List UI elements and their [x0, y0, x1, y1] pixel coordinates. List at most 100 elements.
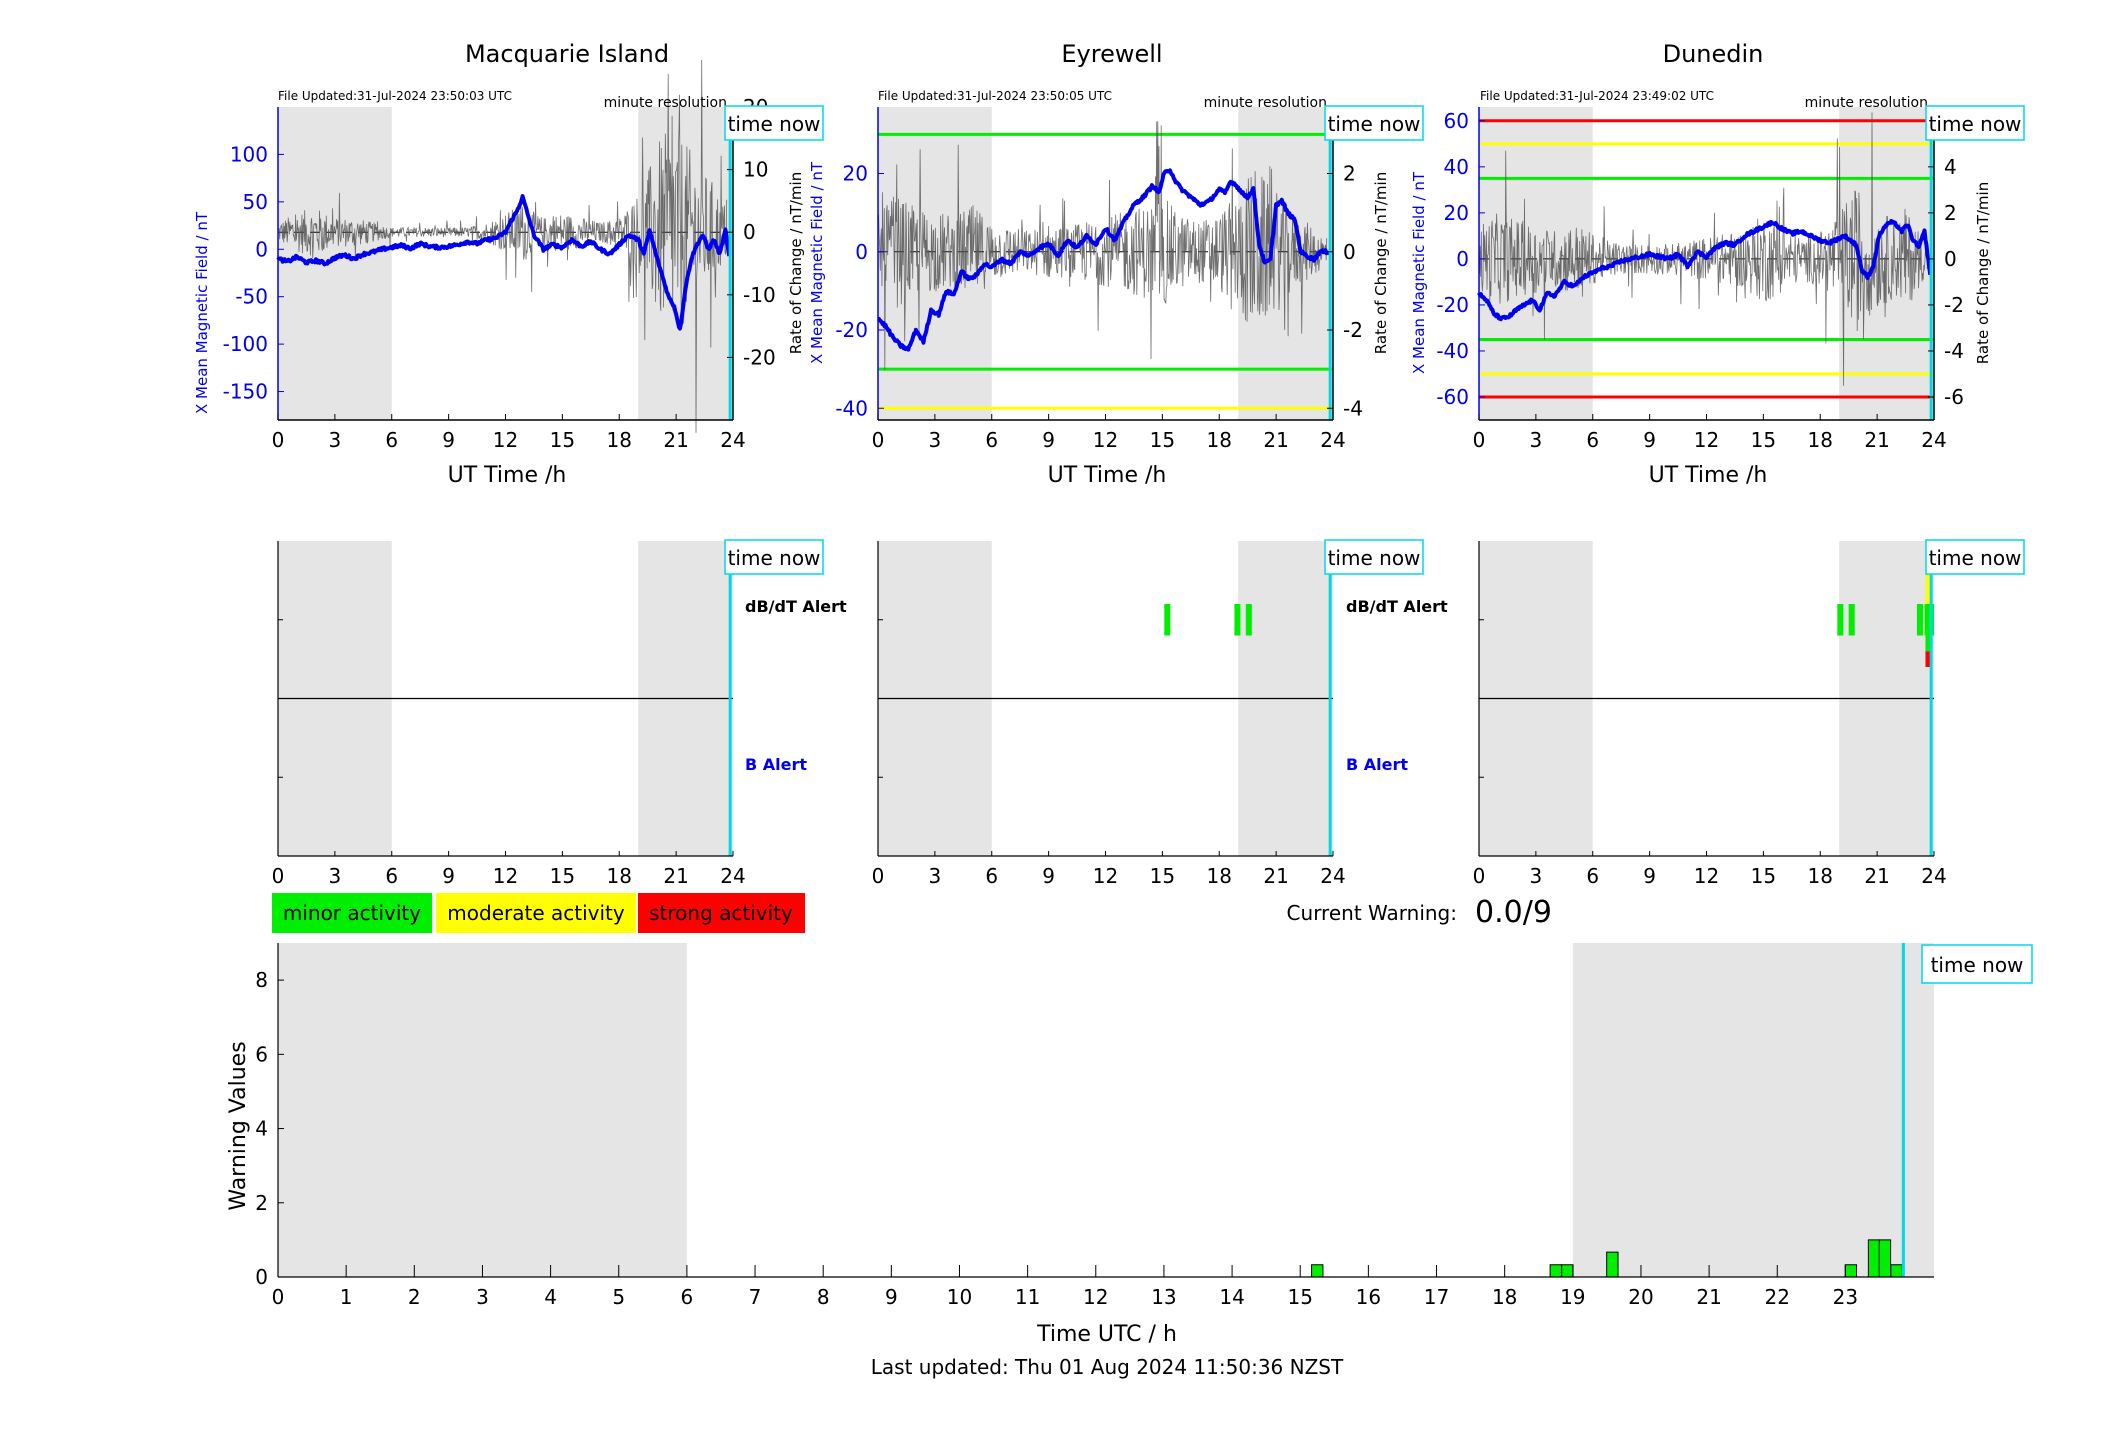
time-now-box-frame: [1925, 105, 2025, 141]
time-now-box: time now: [1925, 105, 2025, 141]
dunedin-alert-strip: 0 3 6 9 12 15 18 21 24 time now: [1473, 539, 2025, 888]
x-tick-label: 13: [1151, 1285, 1176, 1309]
x-tick-label: 14: [1219, 1285, 1244, 1309]
station-title: Eyrewell: [1061, 40, 1162, 68]
x-tick-label: 18: [1808, 864, 1833, 888]
rate-of-change-series: [277, 59, 728, 433]
x-tick-label: 21: [663, 864, 688, 888]
warning-bar: [1878, 1239, 1892, 1278]
x-tick-label: 3: [476, 1285, 489, 1309]
time-now-box: time now: [1324, 105, 1424, 141]
x-tick-label: 21: [1263, 428, 1288, 452]
x-tick-label: 0: [272, 864, 285, 888]
y2-tick-label: -10: [743, 283, 776, 307]
field-series-line: [276, 194, 732, 331]
minute-resolution-label: minute resolution: [604, 95, 727, 111]
y2-tick-label: 2: [1343, 162, 1356, 186]
x-tick-label: 23: [1833, 1285, 1858, 1309]
x-tick-label: 6: [385, 864, 398, 888]
x-tick-label: 6: [1586, 864, 1599, 888]
x-tick-label: 24: [1921, 428, 1946, 452]
y2-tick-label: 0: [1343, 240, 1356, 264]
y-tick-label: 0: [1456, 247, 1469, 271]
x-tick-label: 18: [607, 864, 632, 888]
x-tick-label: 9: [1042, 864, 1055, 888]
x-tick-label: 6: [385, 428, 398, 452]
x-tick-label: 15: [1287, 1285, 1312, 1309]
minute-resolution-label: minute resolution: [1204, 95, 1327, 111]
time-now-box-frame: [724, 105, 824, 141]
y-tick-label: 60: [1444, 109, 1469, 133]
y-tick-label: 2: [255, 1191, 268, 1215]
file-updated-label: File Updated:31-Jul-2024 23:50:03 UTC: [278, 89, 512, 103]
x-tick-label: 20: [1628, 1285, 1653, 1309]
y-tick-label: 20: [843, 162, 868, 186]
x-tick-label: 18: [607, 428, 632, 452]
x-tick-label: 17: [1424, 1285, 1449, 1309]
x-tick-label: 0: [872, 864, 885, 888]
dbdt-alert-mark: [1234, 604, 1241, 636]
y-axis-label: X Mean Magnetic Field / nT: [193, 211, 211, 414]
x-tick-label: 4: [544, 1285, 557, 1309]
strip-layer: 0 3 6 9 12 15 18 21 24: [872, 541, 1346, 888]
night-band: [278, 107, 392, 420]
macquarie-alert-strip: 0 3 6 9 12 15 18 21 24 dB/dT Alert B Alert time …: [272, 539, 847, 888]
y2-tick-label: -4: [1944, 339, 1964, 363]
warning-values-chart: 0 1 2 3 4 5 6 7 8 9 10 11 12 13 14 15 16 17 18 19 20 21 22 2302…: [226, 943, 2033, 1347]
x-tick-label: 15: [1150, 428, 1175, 452]
y-tick-label: -50: [235, 285, 268, 309]
y2-tick-label: 10: [743, 158, 768, 182]
x-tick-label: 21: [663, 428, 688, 452]
x-tick-label: 15: [550, 428, 575, 452]
x-tick-label: 3: [929, 864, 942, 888]
time-now-box-frame: [1324, 105, 1424, 141]
y2-tick-label: -2: [1944, 293, 1964, 317]
x-tick-label: 10: [947, 1285, 972, 1309]
x-tick-label: 6: [681, 1285, 694, 1309]
x-axis-label: UT Time /h: [1048, 463, 1167, 488]
y-tick-label: -20: [1436, 293, 1469, 317]
y-tick-label: 8: [255, 968, 268, 992]
night-band: [1572, 943, 1934, 1277]
y-tick-label: -40: [835, 396, 868, 420]
time-now-box-frame: [1925, 539, 2025, 575]
x-tick-label: 2: [408, 1285, 421, 1309]
x-axis-label: Time UTC / h: [1036, 1322, 1177, 1347]
warning-bar: [1606, 1251, 1619, 1278]
legend-minor-swatch: [272, 893, 432, 933]
x-tick-label: 1: [340, 1285, 353, 1309]
warning-bar: [1890, 1264, 1903, 1278]
eyrewell-alert-strip: 0 3 6 9 12 15 18 21 24 dB/dT Alert B Alert time …: [872, 539, 1448, 888]
y-tick-label: -40: [1436, 339, 1469, 363]
x-tick-label: 11: [1015, 1285, 1040, 1309]
field-series-line: [1477, 218, 1933, 322]
current-warning-label: Current Warning:: [1287, 901, 1457, 925]
y-axis-label: X Mean Magnetic Field / nT: [1410, 171, 1428, 374]
x-tick-label: 12: [493, 864, 518, 888]
time-now-box: time now: [1921, 944, 2033, 984]
warning-bar: [1561, 1264, 1574, 1278]
dbdt-alert-label: dB/dT Alert: [745, 597, 847, 616]
x-tick-label: 6: [985, 428, 998, 452]
x-tick-label: 15: [1150, 864, 1175, 888]
x-tick-label: 21: [1263, 864, 1288, 888]
x-tick-label: 0: [272, 1285, 285, 1309]
x-tick-label: 24: [720, 864, 745, 888]
x-tick-label: 8: [817, 1285, 830, 1309]
strip-layer: 0 3 6 9 12 15 18 21 24: [1473, 541, 1947, 888]
bar-layer: 0 1 2 3 4 5 6 7 8 9 10 11 12 13 14 15 16 17 18 19 20 21 22 2302…: [255, 943, 1934, 1309]
x-tick-label: 22: [1765, 1285, 1790, 1309]
rate-of-change-series: [877, 121, 1328, 371]
x-tick-label: 9: [1042, 428, 1055, 452]
y-tick-label: -20: [835, 318, 868, 342]
legend-moderate-label: moderate activity: [447, 901, 625, 925]
y-tick-label: 0: [255, 1265, 268, 1289]
x-tick-label: 19: [1560, 1285, 1585, 1309]
y2-tick-label: 4: [1944, 155, 1957, 179]
y2-tick-label: 2: [1944, 201, 1957, 225]
legend-strong-label: strong activity: [649, 901, 793, 925]
y-tick-label: 6: [255, 1042, 268, 1066]
time-now-label: time now: [1931, 953, 2024, 977]
